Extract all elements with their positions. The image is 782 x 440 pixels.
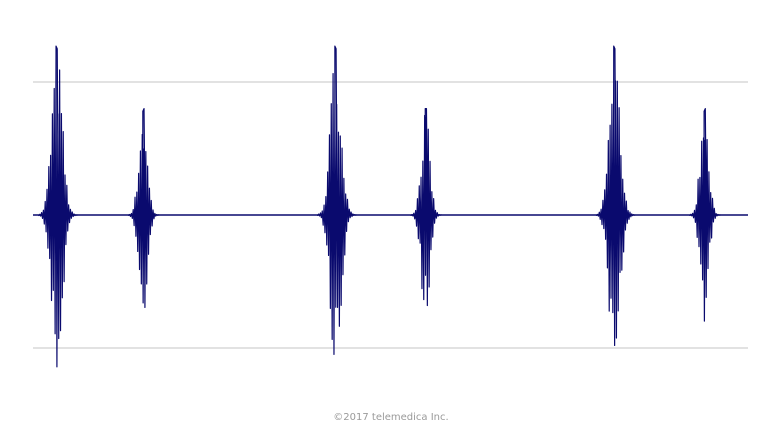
waveform-series [33,45,748,368]
heart-sound-burst-s1-5 [595,45,636,347]
heart-sound-burst-s2-2 [127,108,160,309]
heart-sound-burst-s1-3 [316,45,357,355]
copyright-text: ©2017 telemedica Inc. [333,412,449,423]
heart-sound-burst-s2-4 [409,108,442,307]
gridlines [33,81,748,349]
heart-sound-burst-s1-1 [37,45,78,368]
heart-sound-burst-s2-6 [688,108,721,322]
